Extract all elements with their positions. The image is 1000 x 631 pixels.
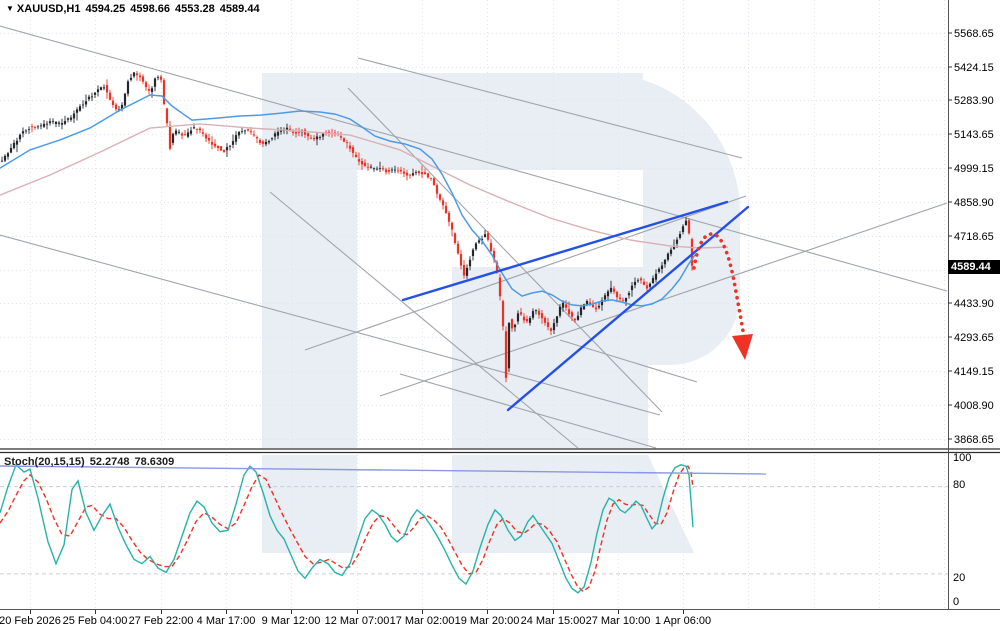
ma-slow-line xyxy=(0,123,729,249)
time-tick-label: 27 Mar 10:00 xyxy=(586,615,651,627)
price-tick-label: 3868.65 xyxy=(954,434,994,446)
ma-fast-line xyxy=(0,94,696,307)
price-tick-label: 5424.15 xyxy=(954,62,994,74)
grid xyxy=(0,0,948,609)
blue-trendline xyxy=(506,205,750,412)
gray-trendline xyxy=(0,234,661,416)
axis-labels: 5568.65 5424.15 5283.90 5143.65 4999.15 4858.… xyxy=(0,28,994,627)
stochastic-lines xyxy=(0,463,767,594)
stoch-tick-label: 100 xyxy=(953,452,971,464)
price-tick-label: 5143.65 xyxy=(954,129,994,141)
panel-frame xyxy=(0,0,1000,610)
gray-trendline xyxy=(379,202,948,397)
arrow-head xyxy=(732,334,753,360)
stoch-tick-label: 20 xyxy=(953,572,965,584)
time-tick-label: 25 Feb 04:00 xyxy=(63,615,128,627)
ohlc-close: 4589.44 xyxy=(219,3,260,15)
time-tick-label: 24 Mar 15:00 xyxy=(521,615,586,627)
blue-trendlines[interactable] xyxy=(401,200,750,412)
candlesticks xyxy=(0,71,694,383)
gray-trendline xyxy=(399,373,657,449)
price-tick-label: 4433.90 xyxy=(954,298,994,310)
symbol-timeframe[interactable]: XAUUSD,H1 xyxy=(16,3,81,15)
price-tick-label: 4149.15 xyxy=(954,366,994,378)
stoch-trendline xyxy=(0,465,767,475)
price-tick-label: 5283.90 xyxy=(954,95,994,107)
time-tick-label: 20 Feb 2026 xyxy=(0,615,61,627)
gray-trendline xyxy=(347,87,663,413)
price-tick-label: 4293.65 xyxy=(954,332,994,344)
indicator-k-value: 52.2748 xyxy=(89,456,130,468)
arrow-path xyxy=(692,232,746,340)
indicator-name: Stoch(20,15,15) xyxy=(4,456,85,468)
price-tick-label: 4008.90 xyxy=(954,400,994,412)
time-tick-label: 17 Mar 02:00 xyxy=(390,615,455,627)
forecast-arrow[interactable] xyxy=(692,232,753,360)
time-tick-label: 1 Apr 06:00 xyxy=(655,615,711,627)
ohlc-low: 4553.28 xyxy=(175,3,215,15)
indicator-d-value: 78.6309 xyxy=(134,456,175,468)
blue-trendline xyxy=(401,200,729,302)
price-tick-label: 4858.90 xyxy=(954,197,994,209)
ohlc-open: 4594.25 xyxy=(85,3,126,15)
stoch-tick-label: 80 xyxy=(953,479,965,491)
gray-trendline xyxy=(357,57,743,159)
price-tick-label: 5568.65 xyxy=(954,28,994,40)
indicator-label: Stoch(20,15,15) 52.2748 78.6309 xyxy=(4,456,179,468)
ohlc-high: 4598.66 xyxy=(130,3,171,15)
time-tick-label: 19 Mar 20:00 xyxy=(455,615,520,627)
stoch-d-line xyxy=(0,465,694,593)
chart-title: ▼ XAUUSD,H1 4594.25 4598.66 4553.28 4589.44 xyxy=(6,3,265,15)
price-tick-label: 4999.15 xyxy=(954,163,994,175)
stoch-k-line xyxy=(0,463,694,594)
moving-averages xyxy=(0,94,729,307)
time-tick-label: 12 Mar 07:00 xyxy=(325,615,390,627)
gray-trendline xyxy=(304,195,747,351)
time-tick-label: 27 Feb 22:00 xyxy=(129,615,194,627)
gray-trendline xyxy=(0,25,948,292)
time-tick-label: 9 Mar 12:00 xyxy=(262,615,321,627)
current-price-badge: 4589.44 xyxy=(948,260,1000,274)
symbol-dropdown-icon[interactable]: ▼ xyxy=(6,4,14,13)
time-tick-label: 4 Mar 17:00 xyxy=(197,615,256,627)
stoch-tick-label: 0 xyxy=(953,596,959,608)
gray-trendline xyxy=(269,191,579,449)
price-tick-label: 4718.65 xyxy=(954,231,994,243)
gray-trendlines[interactable] xyxy=(0,25,948,449)
